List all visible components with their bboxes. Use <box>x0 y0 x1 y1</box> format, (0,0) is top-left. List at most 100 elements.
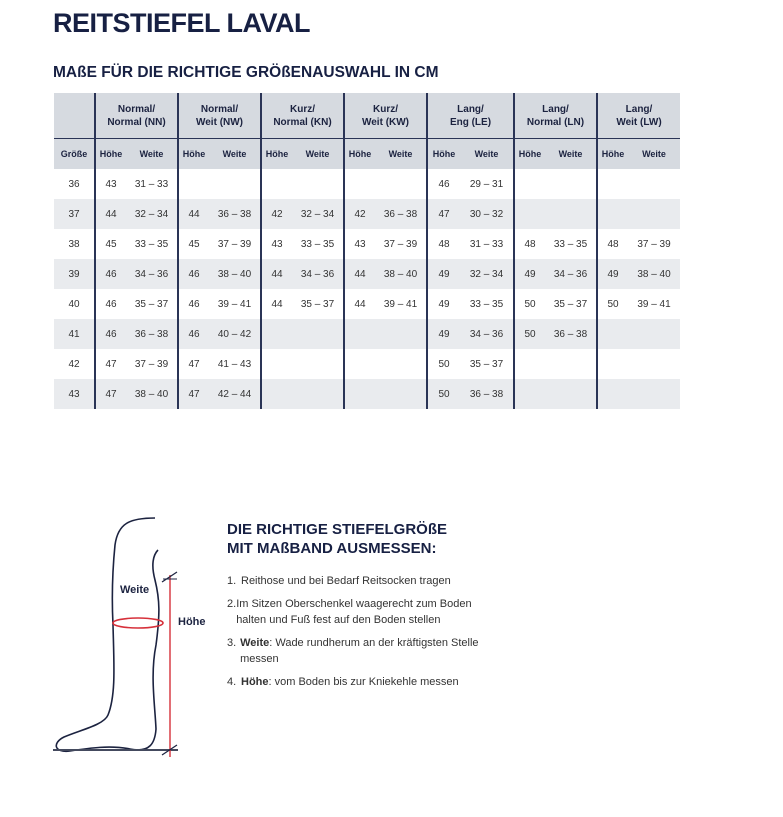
width-cell: 39 – 41 <box>383 298 418 310</box>
height-cell <box>260 319 292 349</box>
width-header: Weite <box>375 138 427 169</box>
width-cell: 34 – 36 <box>545 259 597 289</box>
width-header: Weite <box>628 138 680 169</box>
height-cell <box>343 319 375 349</box>
step-text: : vom Boden bis zur Kniekehle messen <box>268 676 459 688</box>
group-label-line2: Eng (LE) <box>449 116 492 128</box>
height-cell: 46 <box>426 169 460 199</box>
steps-list: 1. Reithose und bei Bedarf Reitsocken tra… <box>227 573 502 690</box>
group-label-line1: Lang/ <box>625 103 653 115</box>
width-cell: 32 – 34 <box>460 259 514 289</box>
size-cell: 41 <box>54 319 95 349</box>
step-item: 3. Weite: Wade rundherum an der kräftigst… <box>227 635 502 667</box>
leg-measurement-illustration: Weite Höhe <box>53 517 206 757</box>
width-cell <box>628 349 680 379</box>
width-cell: 35 – 37 <box>300 298 335 310</box>
title-line-1: DIE RICHTIGE STIEFELGRÖßE <box>227 521 448 538</box>
height-cell: 48 <box>596 229 628 259</box>
step-item: 1. Reithose und bei Bedarf Reitsocken tra… <box>227 573 502 589</box>
size-cell: 42 <box>68 358 80 370</box>
group-header: Lang/Normal (LN) <box>513 93 597 139</box>
width-cell: 34 – 36 <box>292 259 344 289</box>
width-cell <box>375 349 427 379</box>
height-cell <box>596 349 628 379</box>
height-cell: 50 <box>426 349 460 379</box>
height-cell: 50 <box>426 379 460 409</box>
height-cell: 43 <box>94 169 126 199</box>
measuring-instructions: DIE RICHTIGE STIEFELGRÖßE MIT MAßBAND AUS… <box>227 520 502 697</box>
table-title: MAßE FÜR DIE RICHTIGE GRÖßENAUSWAHL IN C… <box>53 64 439 81</box>
width-cell <box>292 319 344 349</box>
width-cell: 36 – 38 <box>460 379 514 409</box>
width-cell <box>375 319 427 349</box>
step-text: Im Sitzen Oberschenkel waagerecht zum Bo… <box>236 598 472 626</box>
height-header: Höhe <box>343 138 375 169</box>
weite-label: Weite <box>120 584 149 596</box>
width-cell: 38 – 40 <box>375 259 427 289</box>
size-cell: 39 <box>54 259 95 289</box>
height-header: Höhe <box>177 138 209 169</box>
width-cell <box>292 169 344 199</box>
instructions-title: DIE RICHTIGE STIEFELGRÖßE MIT MAßBAND AUS… <box>227 520 502 558</box>
width-cell: 34 – 36 <box>126 259 178 289</box>
table-row: 43 47 38 – 40 47 42 – 44 50 36 – 38 <box>54 379 680 409</box>
group-header: Kurz/Normal (KN) <box>260 93 344 139</box>
width-cell <box>628 319 680 349</box>
width-cell: 33 – 35 <box>134 238 169 250</box>
size-cell: 40 <box>68 298 80 310</box>
height-cell: 46 <box>177 259 209 289</box>
width-cell: 33 – 35 <box>469 298 504 310</box>
group-header: Normal/Normal (NN) <box>94 93 178 139</box>
height-cell <box>513 199 545 229</box>
width-cell <box>375 169 427 199</box>
height-cell <box>513 379 545 409</box>
height-cell: 48 <box>513 229 545 259</box>
width-cell: 32 – 34 <box>126 199 178 229</box>
group-header-row: Normal/Normal (NN) Normal/Weit (NW) Kurz/N… <box>54 93 680 139</box>
height-cell <box>260 349 292 379</box>
group-header: Lang/Eng (LE) <box>426 93 514 139</box>
width-cell: 31 – 33 <box>469 238 504 250</box>
height-cell: 49 <box>426 289 460 319</box>
size-cell: 37 <box>54 199 95 229</box>
width-cell: 42 – 44 <box>209 379 261 409</box>
step-text: Reithose und bei Bedarf Reitsocken trage… <box>241 575 451 587</box>
width-cell: 33 – 35 <box>553 238 588 250</box>
table-row: 39 46 34 – 36 46 38 – 40 44 34 – 36 44 38 – 40 49… <box>54 259 680 289</box>
height-cell <box>596 199 628 229</box>
height-cell: 46 <box>94 319 126 349</box>
height-cell: 42 <box>343 199 375 229</box>
group-label-line1: Kurz/ <box>290 103 315 115</box>
width-cell: 29 – 31 <box>469 178 504 190</box>
height-cell <box>343 349 375 379</box>
height-header: Höhe <box>513 138 545 169</box>
height-cell: 47 <box>426 199 460 229</box>
width-cell: 37 – 39 <box>383 238 418 250</box>
height-cell: 49 <box>513 259 545 289</box>
width-cell: 36 – 38 <box>126 319 178 349</box>
width-cell: 38 – 40 <box>628 259 680 289</box>
height-cell: 44 <box>260 259 292 289</box>
hoehe-label: Höhe <box>178 616 206 628</box>
height-cell: 44 <box>260 289 292 319</box>
width-cell: 36 – 38 <box>375 199 427 229</box>
height-cell: 43 <box>343 229 375 259</box>
height-header: Höhe <box>426 138 460 169</box>
height-cell: 45 <box>177 229 209 259</box>
height-cell <box>343 379 375 409</box>
group-label-line2: Normal (KN) <box>273 116 332 128</box>
height-cell <box>343 169 375 199</box>
width-cell <box>292 379 344 409</box>
width-cell: 39 – 41 <box>217 298 252 310</box>
width-cell <box>545 379 597 409</box>
width-cell: 34 – 36 <box>460 319 514 349</box>
width-cell <box>628 379 680 409</box>
width-cell <box>375 379 427 409</box>
height-cell <box>596 169 628 199</box>
size-cell: 43 <box>54 379 95 409</box>
step-number: 4. <box>227 676 237 688</box>
height-cell: 44 <box>343 259 375 289</box>
height-cell: 44 <box>94 199 126 229</box>
height-cell: 45 <box>94 229 126 259</box>
height-cell: 49 <box>596 259 628 289</box>
